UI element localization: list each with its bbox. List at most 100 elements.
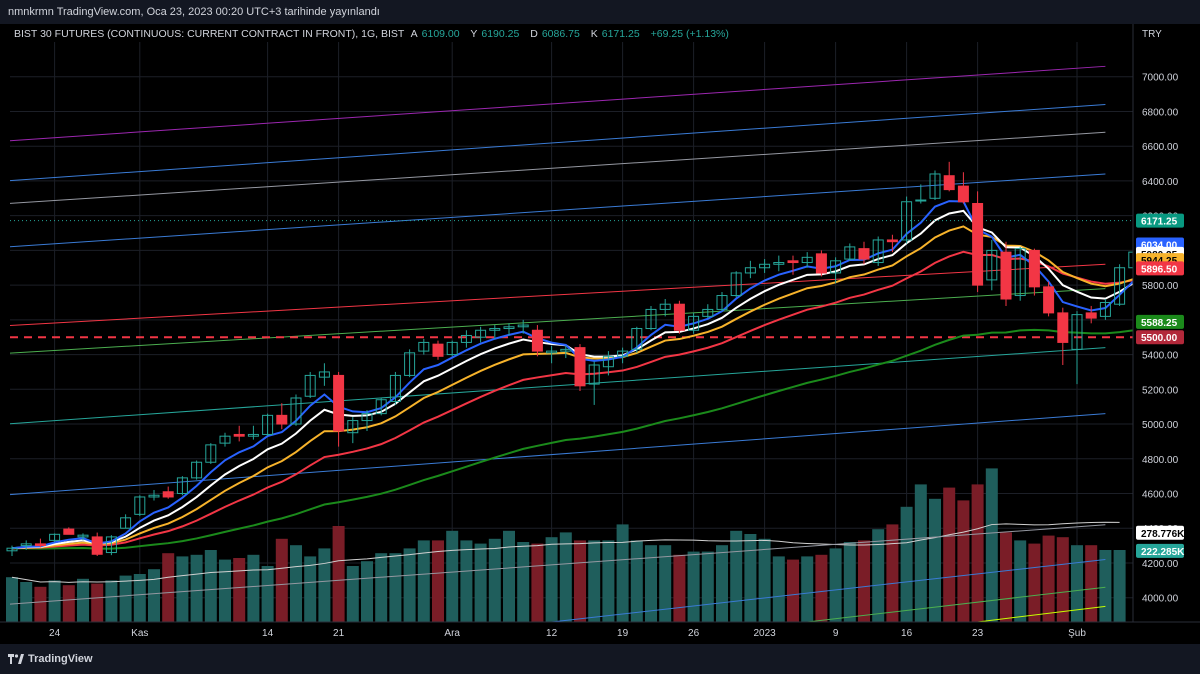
x-tick-label: Kas: [131, 628, 148, 639]
y-tick-label: 4200.00: [1142, 559, 1179, 570]
candle-down: [957, 185, 969, 203]
volume-bar: [148, 569, 160, 622]
candle-up: [546, 350, 558, 354]
volume-bar: [361, 561, 373, 622]
volume-bar: [261, 566, 274, 622]
volume-bar: [914, 484, 927, 622]
volume-bar: [247, 554, 260, 622]
candle-up: [304, 374, 316, 397]
volume-bar: [446, 530, 459, 622]
candle-up: [247, 433, 259, 437]
volume-bar: [375, 553, 388, 622]
volume-bar: [1099, 550, 1112, 622]
y-tick-label: 4800.00: [1142, 455, 1179, 466]
candle-up: [631, 328, 643, 350]
candle-down: [233, 433, 245, 437]
candle-up: [986, 249, 998, 281]
ema-white-line: [11, 209, 1192, 550]
volume-bar: [432, 540, 444, 622]
candle-down: [531, 329, 543, 352]
price-chart[interactable]: TRY4000.004200.004400.004600.004800.0050…: [0, 24, 1200, 644]
candle-up: [77, 534, 89, 538]
volume-bar: [6, 577, 18, 622]
price-label: 5588.25: [1141, 318, 1178, 329]
candle-up: [134, 496, 146, 515]
trend-line: [551, 558, 1106, 622]
candle-up: [120, 517, 132, 529]
ema-green-line: [11, 320, 1191, 550]
footer-bar: TradingView: [0, 644, 1200, 674]
candle-up: [1099, 301, 1111, 317]
candle-down: [432, 343, 444, 357]
currency-label: TRY: [1142, 29, 1162, 40]
candle-up: [489, 328, 501, 331]
volume-bar: [716, 545, 728, 622]
x-tick-label: 16: [901, 628, 913, 639]
candle-up: [844, 246, 856, 260]
candle-up: [191, 461, 203, 479]
volume-ma-line: [11, 521, 1120, 583]
volume-bar: [1113, 550, 1126, 622]
candle-down: [276, 414, 288, 425]
candle-down: [1057, 312, 1069, 343]
candle-up: [830, 260, 842, 274]
ema-yellow-line: [11, 225, 1192, 550]
candle-up: [262, 414, 274, 435]
candle-down: [91, 536, 103, 555]
volume-bar: [346, 566, 359, 622]
volume-bar: [957, 500, 970, 622]
volume-bar: [843, 542, 856, 622]
candle-down: [1085, 312, 1097, 319]
candle-up: [446, 341, 458, 356]
change-value: +69.25 (+1.13%): [650, 28, 729, 40]
y-tick-label: 4000.00: [1142, 594, 1179, 605]
tradingview-logo-icon: [8, 654, 24, 665]
candle-up: [901, 201, 913, 241]
candle-up: [915, 199, 927, 202]
symbol-name[interactable]: BIST 30 FUTURES (CONTINUOUS: CURRENT CON…: [14, 28, 405, 40]
candle-down: [574, 347, 586, 387]
candle-up: [49, 533, 61, 541]
candle-up: [801, 256, 813, 264]
volume-bar: [389, 553, 402, 622]
volume-bar: [1071, 545, 1083, 622]
close-value: 6171.25: [601, 28, 640, 40]
low-label: D: [530, 28, 538, 40]
y-tick-label: 5400.00: [1142, 351, 1179, 362]
volume-bar: [34, 586, 47, 622]
volume-bar: [488, 538, 501, 622]
volume-bar: [233, 558, 246, 622]
volume-bar: [943, 487, 956, 622]
candle-down: [34, 543, 46, 547]
volume-bar: [1042, 535, 1055, 622]
open-label: A: [410, 28, 418, 40]
brand-text: TradingView: [28, 653, 93, 665]
trend-line: [10, 104, 1106, 182]
candle-up: [773, 262, 785, 265]
y-tick-label: 5000.00: [1142, 420, 1179, 431]
volume-label: 278.776K: [1141, 529, 1185, 540]
tradingview-brand[interactable]: TradingView: [8, 653, 93, 665]
candle-down: [333, 374, 345, 432]
candle-down: [1000, 251, 1012, 300]
candle-up: [404, 352, 416, 376]
volume-bar: [204, 550, 217, 622]
trend-line: [10, 131, 1106, 204]
candle-up: [1014, 248, 1026, 297]
price-label: 5500.00: [1141, 333, 1178, 344]
price-label-bg: [1136, 261, 1184, 276]
candle-up: [602, 355, 614, 368]
candle-up: [716, 295, 728, 310]
candle-down: [815, 253, 827, 274]
volume-bar: [900, 506, 913, 622]
candle-down: [858, 248, 870, 260]
candle-up: [6, 547, 18, 552]
volume-bar: [1000, 532, 1012, 622]
high-value: 6190.25: [481, 28, 520, 40]
candle-up: [375, 399, 387, 415]
ema-red-line: [11, 250, 1191, 550]
x-tick-label: 21: [333, 628, 345, 639]
y-tick-label: 6600.00: [1142, 142, 1179, 153]
price-label-bg: [1136, 330, 1184, 345]
candle-up: [389, 374, 401, 402]
